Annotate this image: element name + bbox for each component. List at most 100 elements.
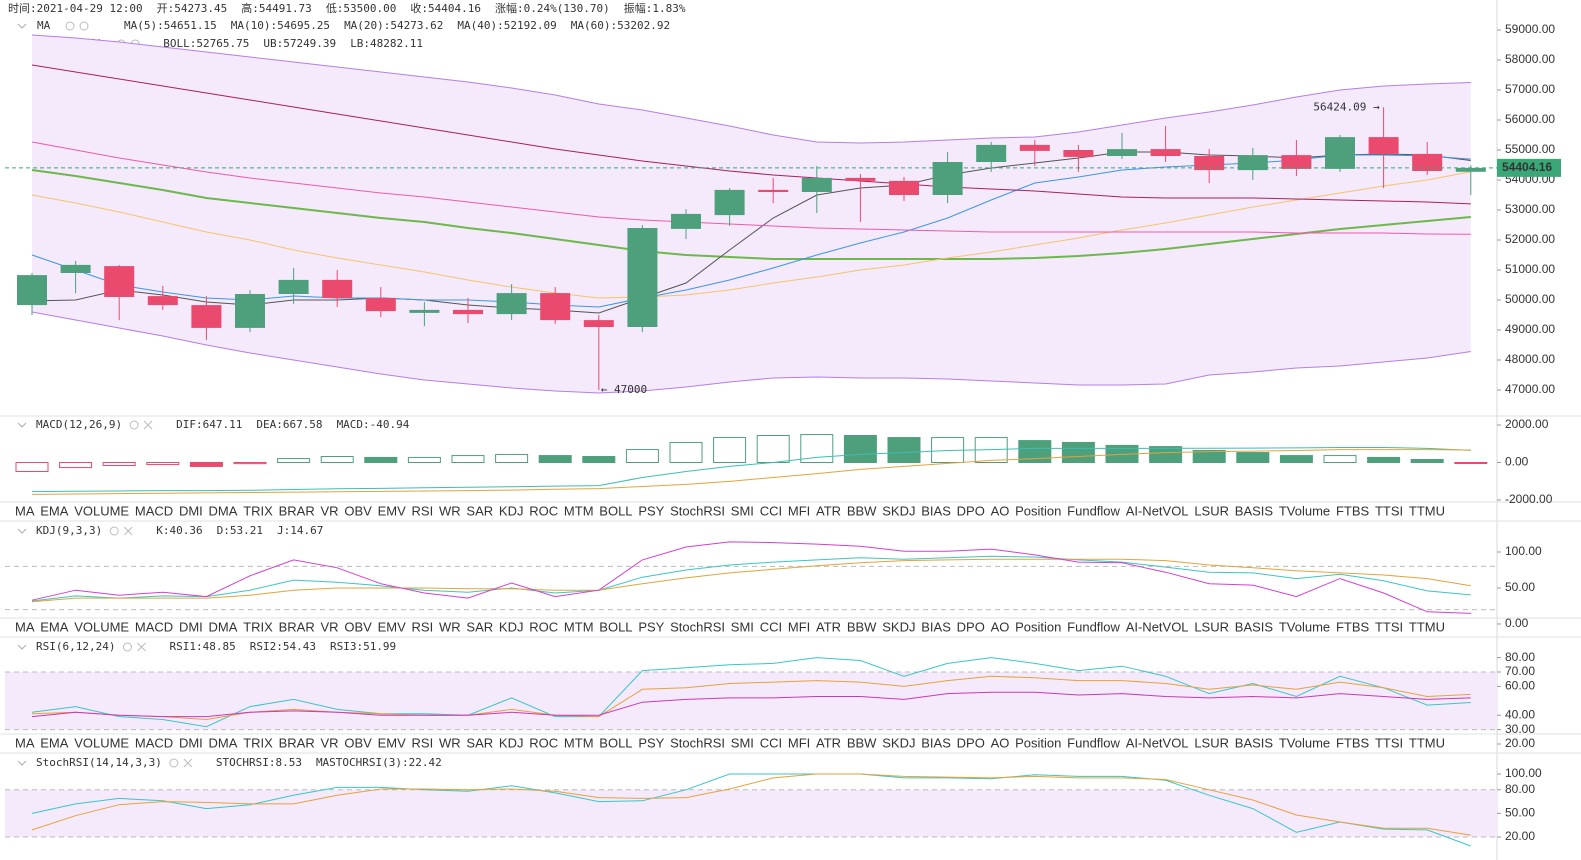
settings-icon[interactable]	[109, 526, 119, 536]
indicator-tab[interactable]: FTBS	[1336, 503, 1370, 518]
indicator-tab[interactable]: SAR	[466, 619, 493, 634]
indicator-tab[interactable]: Fundflow	[1067, 503, 1120, 518]
indicator-tab[interactable]: TVolume	[1279, 735, 1330, 750]
indicator-tab[interactable]: WR	[439, 619, 461, 634]
settings-icon[interactable]	[129, 420, 139, 430]
indicator-tab[interactable]: WR	[439, 503, 461, 518]
indicator-tab[interactable]: BOLL	[599, 503, 632, 518]
indicator-tab[interactable]: RSI	[412, 735, 434, 750]
indicator-tab[interactable]: VR	[321, 503, 339, 518]
indicator-tab[interactable]: EMV	[378, 619, 407, 634]
indicator-tab[interactable]: ATR	[816, 619, 841, 634]
close-icon[interactable]	[137, 642, 146, 652]
indicator-tab[interactable]: CCI	[760, 735, 782, 750]
indicator-tab[interactable]: AO	[991, 619, 1010, 634]
indicator-tab[interactable]: BIAS	[921, 735, 951, 750]
indicator-tab[interactable]: ROC	[529, 503, 558, 518]
indicator-tab[interactable]: AO	[991, 503, 1010, 518]
indicator-tab[interactable]: AI-NetVOL	[1126, 735, 1189, 750]
indicator-tab[interactable]: SMI	[731, 619, 754, 634]
indicator-tab[interactable]: StochRSI	[670, 503, 725, 518]
indicator-tab[interactable]: TRIX	[243, 735, 273, 750]
indicator-tab[interactable]: OBV	[344, 735, 372, 750]
indicator-tab[interactable]: DMI	[179, 735, 203, 750]
indicator-tab[interactable]: StochRSI	[670, 735, 725, 750]
indicator-tab[interactable]: TTMU	[1409, 735, 1445, 750]
close-icon[interactable]	[143, 420, 153, 430]
close-icon[interactable]	[183, 758, 193, 768]
indicator-tab[interactable]: BASIS	[1235, 503, 1274, 518]
indicator-tab[interactable]: DPO	[957, 619, 985, 634]
indicator-tab[interactable]: SAR	[466, 735, 493, 750]
indicator-tab[interactable]: TVolume	[1279, 619, 1330, 634]
indicator-tab[interactable]: BBW	[847, 619, 877, 634]
indicator-tab[interactable]: Fundflow	[1067, 619, 1120, 634]
indicator-tab[interactable]: BIAS	[921, 503, 951, 518]
indicator-tab[interactable]: MTM	[564, 735, 594, 750]
indicator-tab[interactable]: Position	[1015, 619, 1061, 634]
indicator-tab[interactable]: BBW	[847, 503, 877, 518]
indicator-tab[interactable]: DMI	[179, 503, 203, 518]
indicator-tab[interactable]: KDJ	[499, 735, 524, 750]
indicator-tab[interactable]: SAR	[466, 503, 493, 518]
collapse-icon[interactable]	[17, 644, 27, 650]
indicator-tab[interactable]: WR	[439, 735, 461, 750]
indicator-tab[interactable]: CCI	[760, 619, 782, 634]
indicator-tab[interactable]: ATR	[816, 735, 841, 750]
indicator-tab[interactable]: LSUR	[1194, 735, 1229, 750]
indicator-tab[interactable]: TRIX	[243, 503, 273, 518]
indicator-tab[interactable]: MACD	[135, 619, 173, 634]
indicator-tab[interactable]: MTM	[564, 503, 594, 518]
indicator-tab[interactable]: OBV	[344, 503, 372, 518]
indicator-tab[interactable]: AI-NetVOL	[1126, 503, 1189, 518]
indicator-tab[interactable]: MA	[15, 735, 35, 750]
indicator-tab[interactable]: DMA	[209, 735, 238, 750]
indicator-tab[interactable]: MACD	[135, 503, 173, 518]
indicator-tab[interactable]: KDJ	[499, 619, 524, 634]
collapse-icon[interactable]	[17, 760, 27, 766]
indicator-tab[interactable]: Fundflow	[1067, 735, 1120, 750]
indicator-tab[interactable]: SMI	[731, 503, 754, 518]
indicator-tab[interactable]: AO	[991, 735, 1010, 750]
close-icon[interactable]	[123, 526, 133, 536]
indicator-tab[interactable]: BRAR	[279, 503, 315, 518]
indicator-tab[interactable]: FTBS	[1336, 735, 1370, 750]
indicator-tab[interactable]: RSI	[412, 619, 434, 634]
indicator-tab[interactable]: MFI	[788, 503, 810, 518]
indicator-tab[interactable]: RSI	[412, 503, 434, 518]
indicator-tab[interactable]: SKDJ	[882, 503, 915, 518]
indicator-tab[interactable]: VOLUME	[74, 619, 129, 634]
indicator-tab[interactable]: KDJ	[499, 503, 524, 518]
indicator-tab[interactable]: VR	[321, 619, 339, 634]
indicator-tab[interactable]: Position	[1015, 503, 1061, 518]
indicator-tab[interactable]: EMA	[40, 619, 69, 634]
indicator-tab[interactable]: DPO	[957, 503, 985, 518]
indicator-tab[interactable]: VOLUME	[74, 735, 129, 750]
indicator-tab[interactable]: TTSI	[1375, 619, 1403, 634]
indicator-tab[interactable]: TTMU	[1409, 503, 1445, 518]
indicator-tab[interactable]: LSUR	[1194, 619, 1229, 634]
indicator-tab[interactable]: BIAS	[921, 619, 951, 634]
indicator-tab[interactable]: BOLL	[599, 619, 632, 634]
indicator-tab[interactable]: TTMU	[1409, 619, 1445, 634]
indicator-tab[interactable]: MFI	[788, 735, 810, 750]
indicator-tab[interactable]: BRAR	[279, 735, 315, 750]
indicator-tab[interactable]: SKDJ	[882, 735, 915, 750]
indicator-tab[interactable]: ROC	[529, 619, 558, 634]
indicator-tab[interactable]: TRIX	[243, 619, 273, 634]
collapse-icon[interactable]	[17, 422, 27, 428]
indicator-tab[interactable]: ATR	[816, 503, 841, 518]
indicator-tab[interactable]: AI-NetVOL	[1126, 619, 1189, 634]
indicator-tab[interactable]: PSY	[638, 619, 664, 634]
visibility-icon[interactable]	[79, 21, 89, 31]
indicator-tab[interactable]: PSY	[638, 503, 664, 518]
indicator-tab[interactable]: OBV	[344, 619, 372, 634]
collapse-icon[interactable]	[17, 23, 27, 29]
settings-icon[interactable]	[169, 758, 179, 768]
indicator-tab[interactable]: EMA	[40, 735, 69, 750]
indicator-tab[interactable]: MTM	[564, 619, 594, 634]
indicator-tab[interactable]: DMI	[179, 619, 203, 634]
indicator-tab[interactable]: BBW	[847, 735, 877, 750]
indicator-tab[interactable]: PSY	[638, 735, 664, 750]
indicator-tab[interactable]: EMV	[378, 503, 407, 518]
